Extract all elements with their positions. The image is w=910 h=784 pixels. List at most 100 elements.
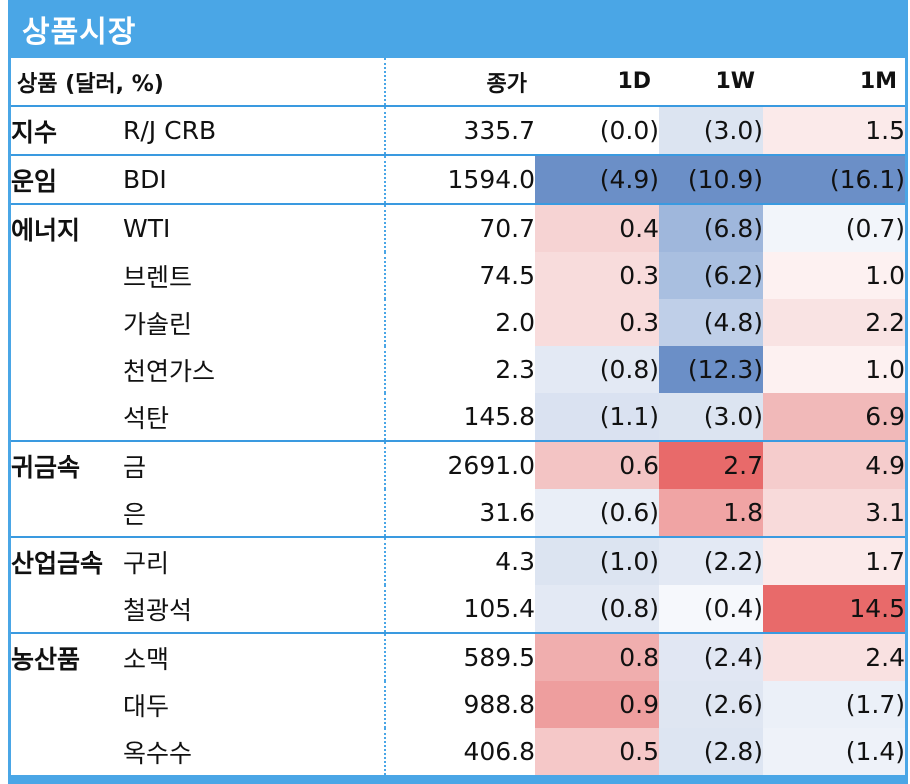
table-row: 대두 988.8 0.9 (2.6) (1.7) [11,681,906,728]
header-1d: 1D [535,58,660,107]
close-cell: 74.5 [479,261,536,290]
table-row: 귀금속 금 2691.0 0.6 2.7 4.9 [11,440,906,489]
commodity-name-cell: 금 [123,440,387,489]
header-row: 상품 (달러, %) 종가 1D 1W 1M [11,58,906,107]
change-1d-cell: 0.9 [535,681,660,728]
category-cell: 지수 [11,105,123,155]
change-1w-cell: (3.0) [659,105,764,155]
change-1w-cell: 2.7 [659,440,764,489]
category-cell [11,681,123,728]
change-1m-cell: (16.1) [763,154,906,204]
commodity-panel: 상품시장 상품 (달러, %) 종가 1D 1W 1M 지수 R/J CRB 335… [8,0,908,784]
header-1m: 1M [763,58,906,107]
change-1m-cell: 2.2 [763,299,906,346]
title-bar: 상품시장 [8,0,908,58]
commodity-name-cell: 철광석 [123,585,387,633]
change-1w-cell: (6.8) [659,203,764,252]
commodity-name-cell: 옥수수 [123,728,387,775]
change-1d-cell: (0.6) [535,489,660,537]
commodity-name-cell: R/J CRB [123,105,387,155]
table-row: 철광석 105.4 (0.8) (0.4) 14.5 [11,585,906,633]
change-1m-cell: 6.9 [763,393,906,441]
change-1w-cell: (12.3) [659,346,764,393]
category-cell: 농산품 [11,632,123,681]
change-1d-cell: 0.3 [535,252,660,299]
table-row: 가솔린 2.0 0.3 (4.8) 2.2 [11,299,906,346]
change-1m-cell: 2.4 [763,632,906,681]
change-1d-cell: (1.1) [535,393,660,441]
close-cell: 145.8 [463,402,536,431]
category-cell [11,252,123,299]
change-1m-cell: 1.7 [763,536,906,585]
change-1w-cell: (2.4) [659,632,764,681]
table-row: 브렌트 74.5 0.3 (6.2) 1.0 [11,252,906,299]
commodity-name-cell: 은 [123,489,387,537]
change-1d-cell: (4.9) [535,154,660,204]
table-row: 옥수수 406.8 0.5 (2.8) (1.4) [11,728,906,775]
close-cell: 335.7 [385,105,536,155]
change-1m-cell: 1.0 [763,346,906,393]
close-cell: 2691.0 [385,440,536,489]
change-1d-cell: 0.6 [535,440,660,489]
change-1m-cell: (1.7) [763,681,906,728]
change-1w-cell: (6.2) [659,252,764,299]
category-cell [11,393,123,441]
category-cell: 산업금속 [11,536,123,585]
close-cell: 105.4 [463,594,536,623]
category-cell [11,489,123,537]
change-1w-cell: (2.8) [659,728,764,775]
table-row: 농산품 소맥 589.5 0.8 (2.4) 2.4 [11,632,906,681]
change-1m-cell: 1.5 [763,105,906,155]
category-cell: 귀금속 [11,440,123,489]
commodity-name-cell: 석탄 [123,393,387,441]
change-1m-cell: (1.4) [763,728,906,775]
change-1w-cell: (3.0) [659,393,764,441]
table-row: 은 31.6 (0.6) 1.8 3.1 [11,489,906,537]
commodity-name-cell: BDI [123,154,387,204]
table-row: 석탄 145.8 (1.1) (3.0) 6.9 [11,393,906,441]
category-cell: 에너지 [11,203,123,252]
commodity-name-cell: WTI [123,203,387,252]
change-1m-cell: (0.7) [763,203,906,252]
close-cell: 988.8 [463,690,536,719]
commodity-name-cell: 가솔린 [123,299,387,346]
change-1d-cell: 0.4 [535,203,660,252]
close-cell: 2.0 [495,308,536,337]
close-cell: 70.7 [385,203,536,252]
commodity-name-cell: 구리 [123,536,387,585]
change-1m-cell: 3.1 [763,489,906,537]
change-1w-cell: 1.8 [659,489,764,537]
commodity-name-cell: 천연가스 [123,346,387,393]
close-cell: 589.5 [385,632,536,681]
close-cell: 2.3 [495,355,536,384]
table-row: 운임 BDI 1594.0 (4.9) (10.9) (16.1) [11,154,906,204]
table-row: 에너지 WTI 70.7 0.4 (6.8) (0.7) [11,203,906,252]
change-1w-cell: (4.8) [659,299,764,346]
header-name: 상품 (달러, %) [11,58,387,107]
change-1d-cell: 0.5 [535,728,660,775]
change-1m-cell: 14.5 [763,585,906,633]
category-cell: 운임 [11,154,123,204]
change-1d-cell: (0.8) [535,346,660,393]
change-1w-cell: (0.4) [659,585,764,633]
close-cell: 4.3 [385,536,536,585]
change-1d-cell: 0.8 [535,632,660,681]
category-cell [11,585,123,633]
change-1d-cell: (1.0) [535,536,660,585]
change-1m-cell: 4.9 [763,440,906,489]
table-body: 지수 R/J CRB 335.7 (0.0) (3.0) 1.5 운임 BDI 1594.0 (4… [11,105,906,775]
commodity-name-cell: 브렌트 [123,252,387,299]
commodity-name-cell: 소맥 [123,632,387,681]
change-1d-cell: (0.8) [535,585,660,633]
close-cell: 31.6 [479,498,536,527]
panel-title: 상품시장 [22,15,137,50]
category-cell [11,728,123,775]
change-1m-cell: 1.0 [763,252,906,299]
category-cell [11,299,123,346]
close-cell: 406.8 [463,737,536,766]
change-1w-cell: (2.6) [659,681,764,728]
close-cell: 1594.0 [385,154,536,204]
table-row: 산업금속 구리 4.3 (1.0) (2.2) 1.7 [11,536,906,585]
commodity-name-cell: 대두 [123,681,387,728]
table-row: 천연가스 2.3 (0.8) (12.3) 1.0 [11,346,906,393]
